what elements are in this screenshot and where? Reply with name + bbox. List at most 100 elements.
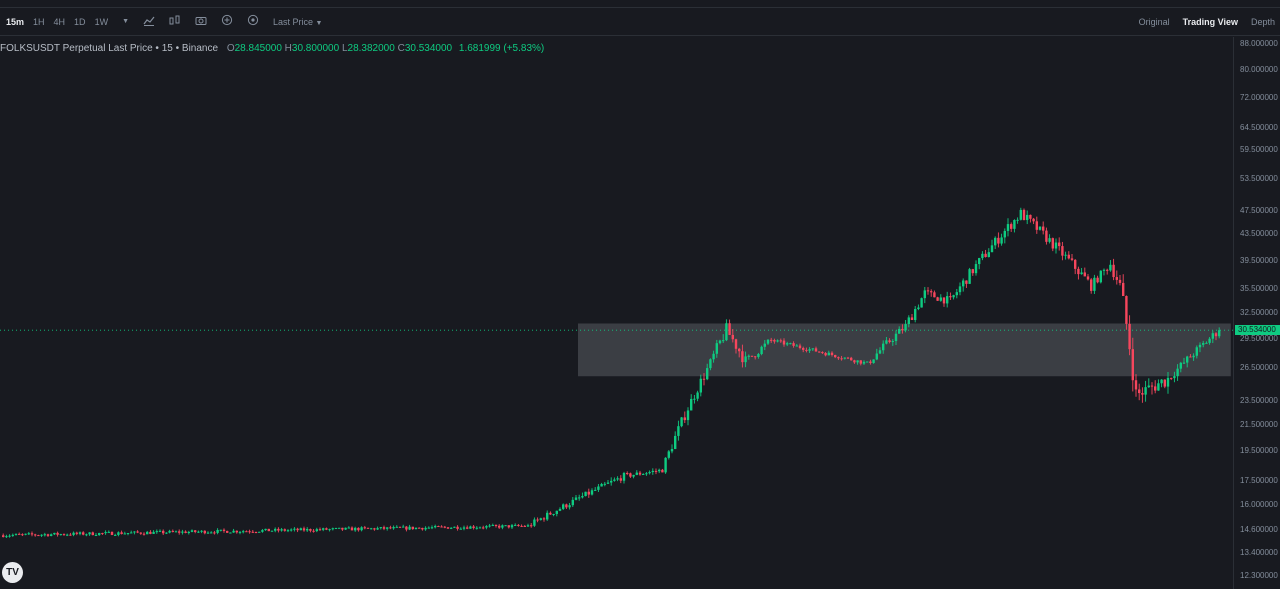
candle [104, 530, 107, 535]
view-original[interactable]: Original [1138, 17, 1170, 27]
candle [1147, 378, 1150, 388]
candle [232, 528, 235, 533]
candle [782, 338, 786, 347]
candle-body [536, 519, 539, 521]
timeframe-1h[interactable]: 1H [33, 16, 45, 27]
consolidation-zone[interactable] [578, 323, 1231, 377]
candle-body [840, 358, 843, 360]
candle-body [549, 512, 552, 515]
candle [549, 511, 552, 515]
candle-body [1080, 272, 1083, 275]
candle [130, 530, 133, 534]
candle [11, 533, 14, 537]
price-axis-label: 13.400000 [1240, 547, 1278, 557]
price-chart[interactable] [0, 37, 1233, 589]
candle [846, 356, 850, 359]
candle-body [1118, 279, 1122, 283]
candle [136, 530, 139, 534]
candle [53, 532, 56, 536]
candle-body [184, 531, 187, 534]
candle [213, 530, 216, 535]
candle [395, 525, 398, 528]
candle [178, 529, 181, 535]
candle-body [680, 417, 683, 427]
candle [869, 359, 872, 365]
candle-body [936, 297, 939, 301]
candle [968, 267, 971, 284]
candle [466, 525, 469, 530]
candle-body [488, 525, 491, 527]
camera-icon[interactable] [195, 15, 207, 29]
candle-body [533, 519, 536, 526]
candle [661, 468, 664, 473]
candle-body [206, 532, 210, 534]
candle-body [917, 307, 920, 310]
timeframe-4h[interactable]: 4H [53, 16, 66, 27]
candle [14, 533, 18, 536]
candle-body [379, 527, 382, 529]
candle-body [187, 531, 190, 534]
candle [1035, 216, 1038, 234]
candle-body [450, 527, 453, 529]
candle-body [658, 469, 661, 472]
price-type-select[interactable]: Last Price ▼ [273, 17, 322, 27]
candle-body [754, 356, 757, 358]
candle-body [594, 489, 597, 491]
candle [1074, 259, 1077, 275]
candle-body [120, 532, 123, 535]
candle [408, 524, 411, 531]
settings-icon[interactable] [247, 14, 259, 29]
candle [453, 526, 456, 528]
candle [30, 531, 34, 537]
price-axis-label: 53.500000 [1240, 173, 1278, 183]
chevron-down-icon[interactable]: ▼ [122, 18, 129, 25]
timeframe-1w[interactable]: 1W [94, 16, 109, 27]
candle [843, 357, 846, 360]
candle [1064, 251, 1067, 260]
timeframe-1d[interactable]: 1D [74, 16, 86, 27]
candle [629, 472, 632, 478]
candle [37, 534, 40, 537]
candle [504, 525, 507, 527]
candle-body [1173, 376, 1176, 379]
candle [334, 527, 338, 530]
ohlc-close: C30.534000 [398, 43, 453, 54]
candle [114, 533, 117, 536]
compare-icon[interactable] [169, 15, 181, 29]
candle [222, 528, 226, 533]
candle [731, 329, 734, 343]
candle-body [443, 526, 446, 528]
candle-body [507, 525, 510, 528]
candle-body [360, 527, 363, 531]
candle [203, 530, 206, 535]
add-alert-icon[interactable] [221, 14, 233, 29]
candle [1077, 266, 1080, 280]
candle [763, 340, 766, 351]
candle-body [14, 533, 18, 535]
candle-body [24, 533, 27, 535]
candle [187, 530, 190, 535]
price-axis-label: 35.500000 [1240, 284, 1278, 294]
candle-body [811, 348, 814, 350]
candle [1022, 208, 1026, 221]
candle-body [434, 525, 437, 528]
view-trading-view[interactable]: Trading View [1182, 17, 1238, 27]
candle [462, 525, 466, 531]
candle-body [389, 527, 392, 529]
candle-body [421, 527, 424, 530]
candle-body [683, 417, 686, 421]
candle [1115, 270, 1118, 285]
indicators-icon[interactable] [143, 15, 155, 29]
candle-body [418, 527, 421, 529]
candle [907, 315, 910, 328]
candle-body [766, 339, 770, 344]
tradingview-logo[interactable]: TV [2, 562, 23, 583]
candle-body [242, 531, 245, 533]
candle [942, 297, 946, 307]
candle-body [782, 340, 786, 345]
view-depth[interactable]: Depth [1250, 17, 1275, 27]
price-type-label: Last Price [273, 16, 314, 27]
candle-body [1112, 264, 1115, 278]
candle-body [1218, 330, 1221, 337]
timeframe-15m[interactable]: 15m [6, 16, 25, 27]
